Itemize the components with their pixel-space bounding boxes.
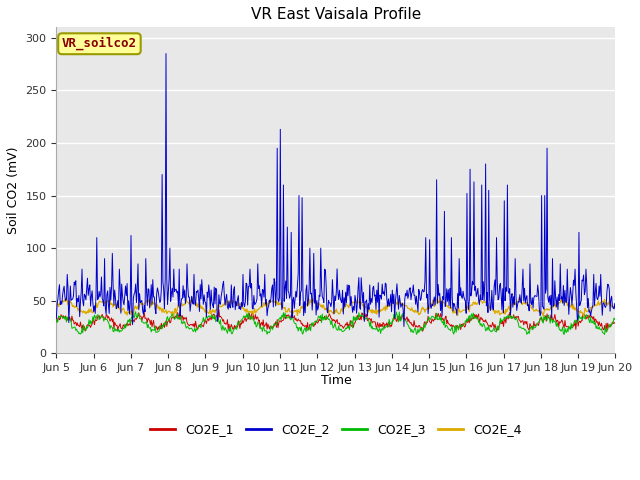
Y-axis label: Soil CO2 (mV): Soil CO2 (mV) <box>7 146 20 234</box>
X-axis label: Time: Time <box>321 374 351 387</box>
Title: VR East Vaisala Profile: VR East Vaisala Profile <box>251 7 421 22</box>
Legend: CO2E_1, CO2E_2, CO2E_3, CO2E_4: CO2E_1, CO2E_2, CO2E_3, CO2E_4 <box>145 418 527 441</box>
Text: VR_soilco2: VR_soilco2 <box>62 37 137 50</box>
